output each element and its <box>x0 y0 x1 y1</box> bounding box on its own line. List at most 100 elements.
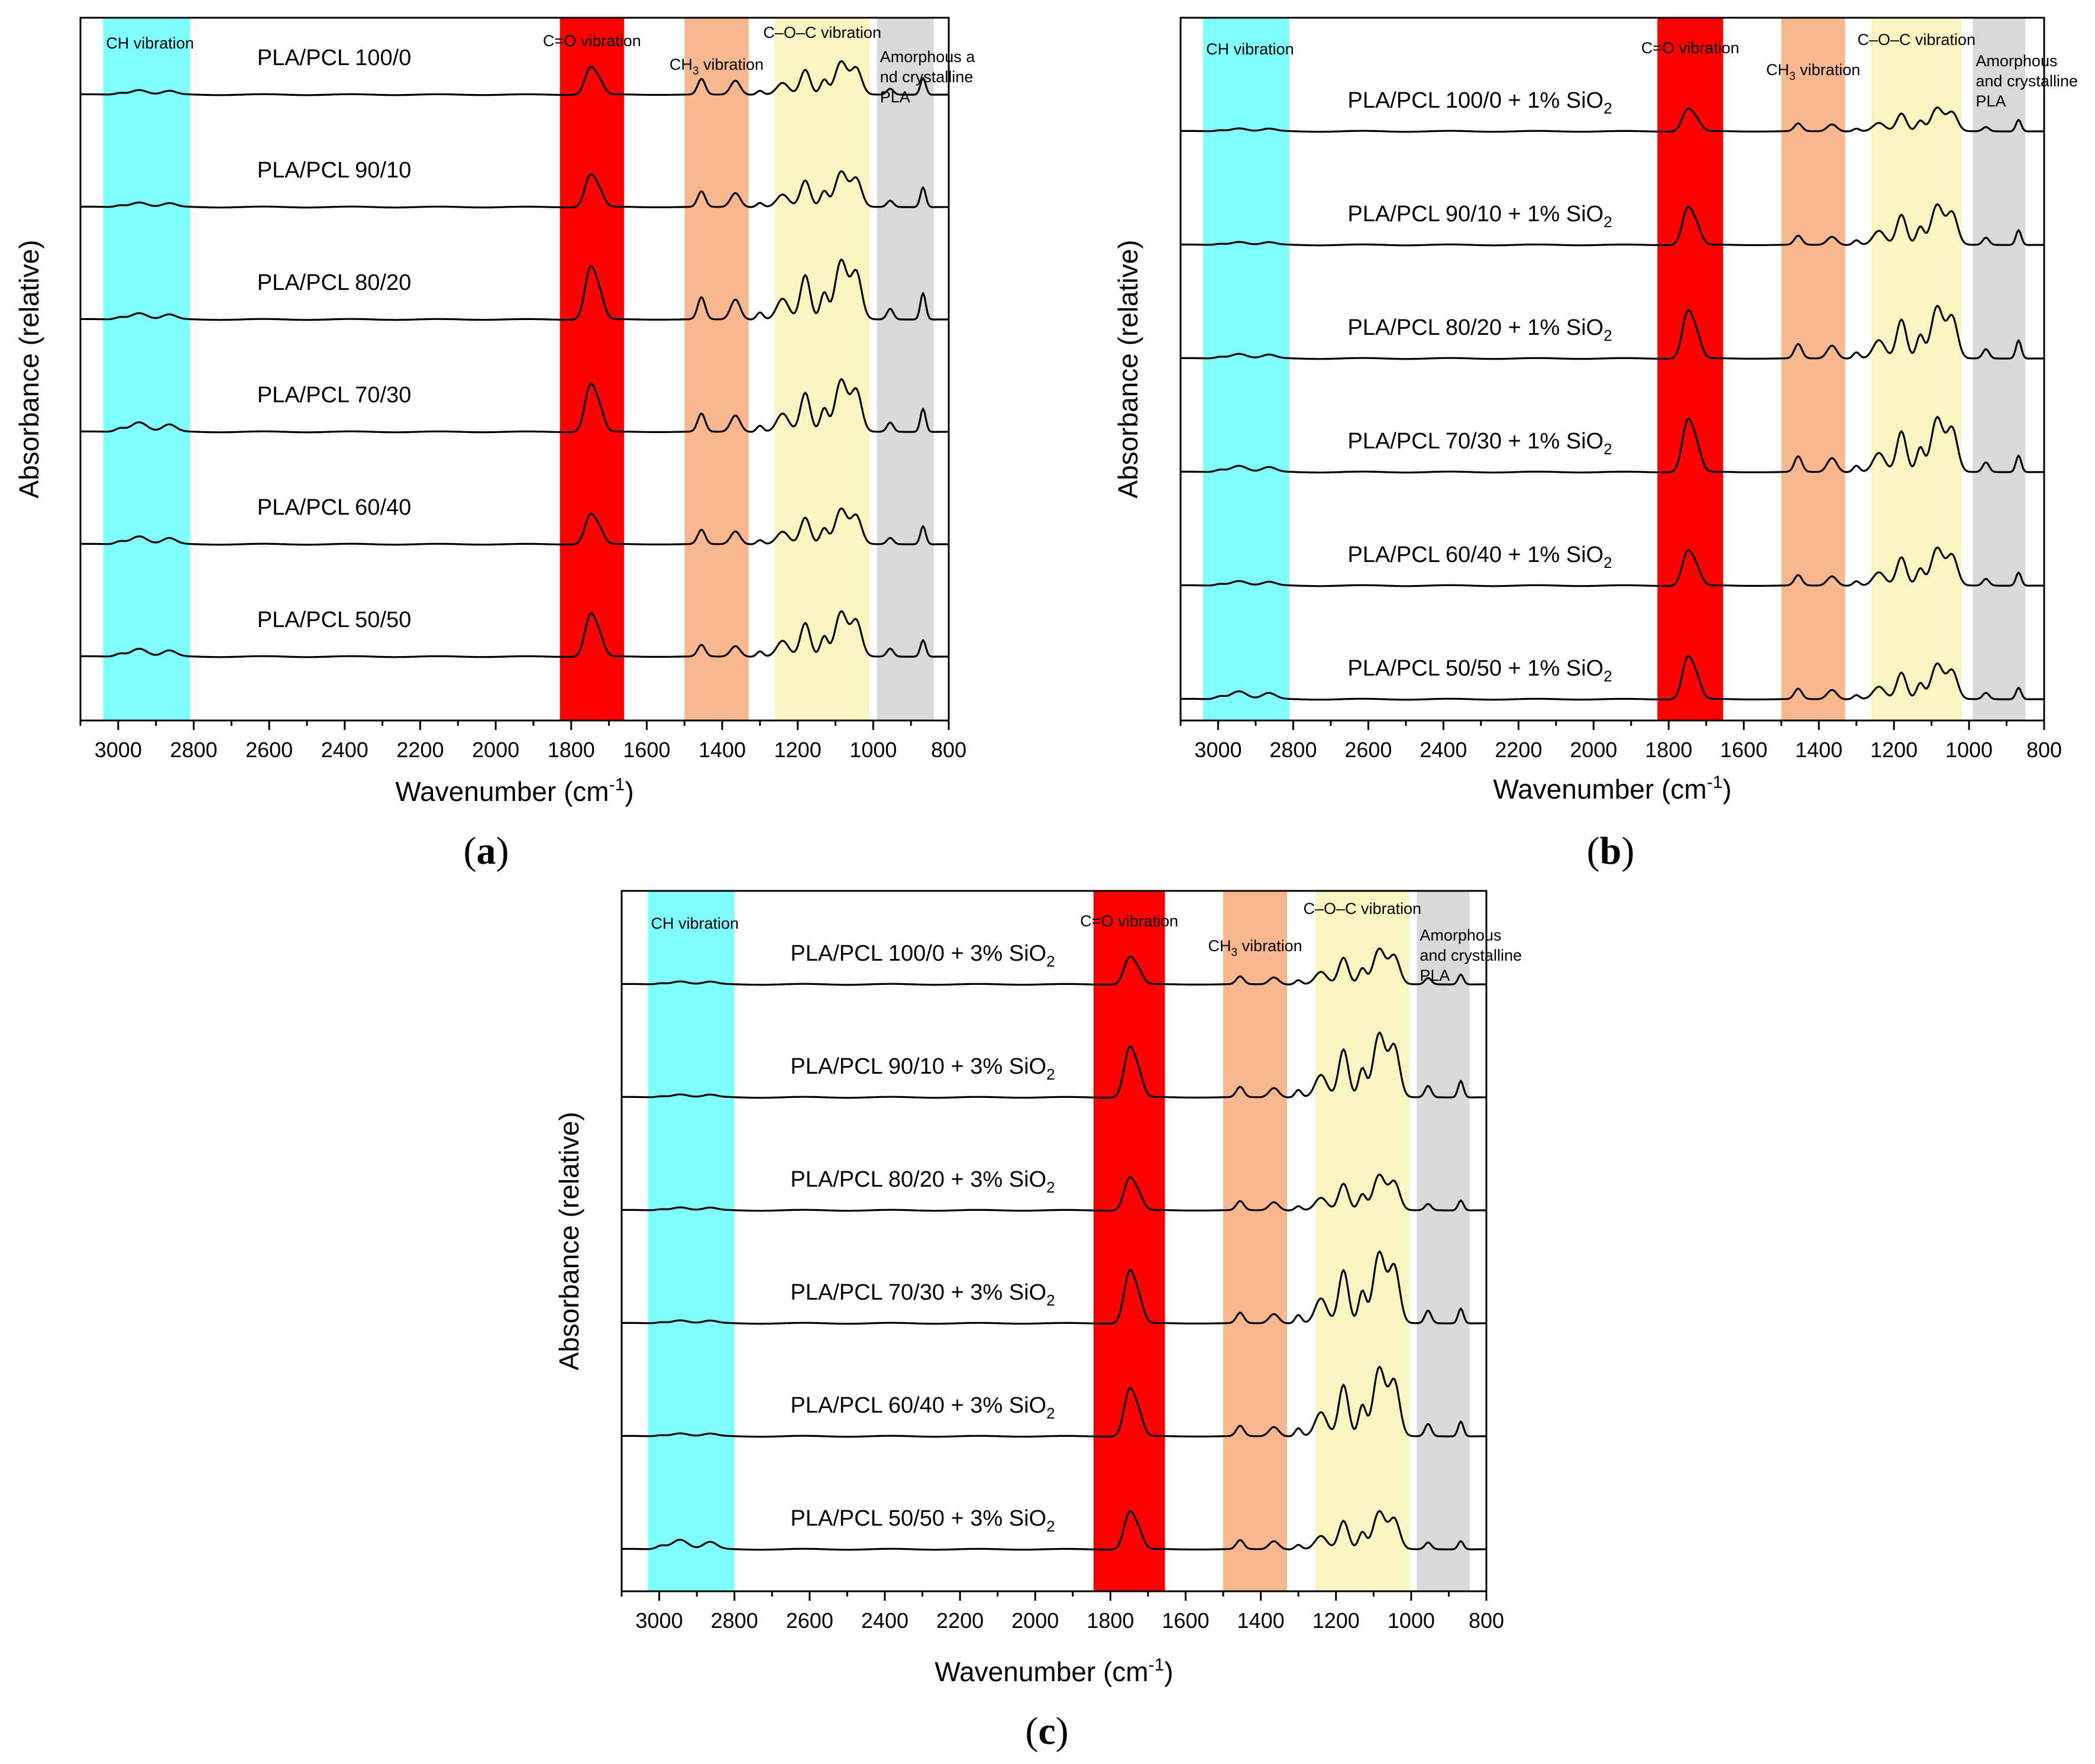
series-label-text: PLA/PCL 60/40 <box>257 495 412 520</box>
band-label-text: C=O vibration <box>543 32 641 50</box>
series-label-sub: 2 <box>1046 1065 1055 1083</box>
series-label-text: PLA/PCL 80/20 + 3% SiO <box>790 1167 1046 1192</box>
band-label-0-2: CH3 vibration <box>670 56 764 77</box>
band-0-3 <box>775 18 869 721</box>
x-axis-title-2: Wavenumber (cm-1) <box>935 1655 1173 1687</box>
band-label-1-4: Amorphous <box>1976 52 2057 70</box>
series-label-0-0: PLA/PCL 100/0 <box>257 46 412 70</box>
x-tick-label-0-4: 2200 <box>396 738 444 762</box>
x-axis-title-sup: -1 <box>609 775 625 794</box>
band-label-text: CH vibration <box>1206 40 1294 58</box>
x-tick-label-0-1: 2800 <box>170 738 217 762</box>
x-axis-title-text: Wavenumber (cm <box>1493 774 1706 805</box>
band-label-2-4: Amorphous <box>1420 926 1501 944</box>
band-label-line2-1: and crystalline <box>1976 72 2078 90</box>
panel-letter-char: b <box>1600 829 1622 873</box>
band-label-suffix: vibration <box>1796 61 1861 79</box>
band-2-3 <box>1315 891 1409 1591</box>
series-label-text: PLA/PCL 90/10 + 3% SiO <box>790 1054 1046 1079</box>
x-tick-label-0-11: 800 <box>931 738 966 762</box>
band-1-1 <box>1657 18 1724 721</box>
x-tick-label-0-9: 1200 <box>774 738 822 762</box>
band-label-text: Amorphous <box>1976 52 2057 70</box>
band-label-text: C=O vibration <box>1641 39 1740 57</box>
x-tick-label-1-7: 1600 <box>1720 738 1767 762</box>
series-label-text: PLA/PCL 50/50 + 3% SiO <box>790 1506 1046 1531</box>
band-label-sub: 3 <box>1789 70 1796 83</box>
x-tick-label-2-8: 1400 <box>1237 1608 1285 1633</box>
x-tick-label-1-4: 2200 <box>1495 738 1542 762</box>
series-label-text: PLA/PCL 50/50 <box>257 608 412 632</box>
series-label-sub: 2 <box>1603 667 1612 685</box>
x-tick-label-0-10: 1000 <box>849 738 897 762</box>
series-label-text: PLA/PCL 100/0 + 3% SiO <box>790 941 1046 966</box>
band-label-2-3: C–O–C vibration <box>1303 900 1421 917</box>
series-label-2-3: PLA/PCL 70/30 + 3% SiO2 <box>790 1280 1055 1309</box>
band-2-1 <box>1093 891 1165 1591</box>
panel-letter-close: ) <box>1056 1710 1069 1753</box>
series-label-0-1: PLA/PCL 90/10 <box>257 158 412 183</box>
band-2-0 <box>648 891 735 1591</box>
band-1-2 <box>1781 18 1845 721</box>
x-tick-label-1-9: 1200 <box>1870 738 1918 762</box>
panel-letter-char: c <box>1038 1710 1055 1753</box>
series-label-0-4: PLA/PCL 60/40 <box>257 495 412 520</box>
series-label-text: PLA/PCL 90/10 <box>257 158 412 183</box>
band-label-line2-0: nd crystalline <box>880 68 974 86</box>
series-label-sub: 2 <box>1046 952 1055 970</box>
band-label-0-0: CH vibration <box>106 34 194 52</box>
x-axis-title-sup: -1 <box>1707 773 1723 792</box>
series-label-0-2: PLA/PCL 80/20 <box>257 270 412 295</box>
series-label-2-4: PLA/PCL 60/40 + 3% SiO2 <box>790 1393 1055 1422</box>
spectrum-line-2-3 <box>621 1250 1486 1325</box>
band-0-1 <box>560 18 625 721</box>
band-label-text: CH vibration <box>651 915 739 932</box>
band-label-text: C–O–C vibration <box>1303 900 1421 917</box>
x-axis-title-0: Wavenumber (cm-1) <box>395 775 633 807</box>
band-label-0-4: Amorphous a <box>880 48 976 66</box>
series-label-1-5: PLA/PCL 50/50 + 1% SiO2 <box>1347 656 1612 685</box>
x-tick-label-2-7: 1600 <box>1162 1608 1209 1633</box>
panel-letter-char: a <box>477 829 496 873</box>
x-tick-label-1-8: 1400 <box>1795 738 1842 762</box>
band-0-4 <box>877 18 934 721</box>
spectrum-line-0-5 <box>80 610 949 658</box>
band-1-3 <box>1871 18 1962 721</box>
series-label-2-5: PLA/PCL 50/50 + 3% SiO2 <box>790 1506 1055 1535</box>
band-1-4 <box>1973 18 2026 721</box>
x-tick-label-2-2: 2600 <box>786 1608 833 1633</box>
band-label-2-0: CH vibration <box>651 915 739 932</box>
x-axis-title-end: ) <box>1164 1656 1173 1687</box>
x-tick-label-0-0: 3000 <box>95 738 142 762</box>
band-label-sub: 3 <box>1231 946 1238 959</box>
series-label-text: PLA/PCL 80/20 <box>257 270 412 295</box>
band-label-2-2: CH3 vibration <box>1208 937 1302 959</box>
band-label-text: C–O–C vibration <box>763 24 881 41</box>
x-tick-label-2-6: 1800 <box>1087 1608 1134 1633</box>
x-tick-label-1-0: 3000 <box>1194 738 1242 762</box>
spectrum-line-2-5 <box>621 1510 1486 1551</box>
band-label-0-1: C=O vibration <box>543 32 641 50</box>
series-label-sub: 2 <box>1046 1404 1055 1422</box>
spectrum-line-0-0 <box>80 60 949 96</box>
band-label-sub: 3 <box>693 65 699 77</box>
band-2-4 <box>1417 891 1470 1591</box>
panel-letter-open: ( <box>464 829 477 873</box>
chart-panel-b: CH vibration C=O vibration CH3 vibration C–… <box>1113 17 2078 873</box>
x-tick-label-2-9: 1200 <box>1312 1608 1360 1633</box>
series-label-text: PLA/PCL 60/40 + 1% SiO <box>1347 542 1603 567</box>
spectrum-line-1-4 <box>1180 546 2044 587</box>
panel-letter-2: (c) <box>1025 1710 1068 1753</box>
x-tick-label-0-7: 1600 <box>623 738 670 762</box>
series-label-1-0: PLA/PCL 100/0 + 1% SiO2 <box>1347 88 1612 117</box>
chart-panel-c: CH vibration C=O vibration CH3 vibration C–… <box>554 890 1522 1753</box>
y-axis-title-0: Absorbance (relative) <box>14 240 44 498</box>
series-label-sub: 2 <box>1603 440 1612 458</box>
x-tick-label-2-1: 2800 <box>711 1608 758 1633</box>
spectrum-line-1-0 <box>1180 106 2044 133</box>
band-label-line2-2: and crystalline <box>1420 946 1522 964</box>
band-0-0 <box>103 18 190 721</box>
series-label-2-0: PLA/PCL 100/0 + 3% SiO2 <box>790 941 1055 970</box>
band-label-text: C–O–C vibration <box>1857 31 1976 49</box>
